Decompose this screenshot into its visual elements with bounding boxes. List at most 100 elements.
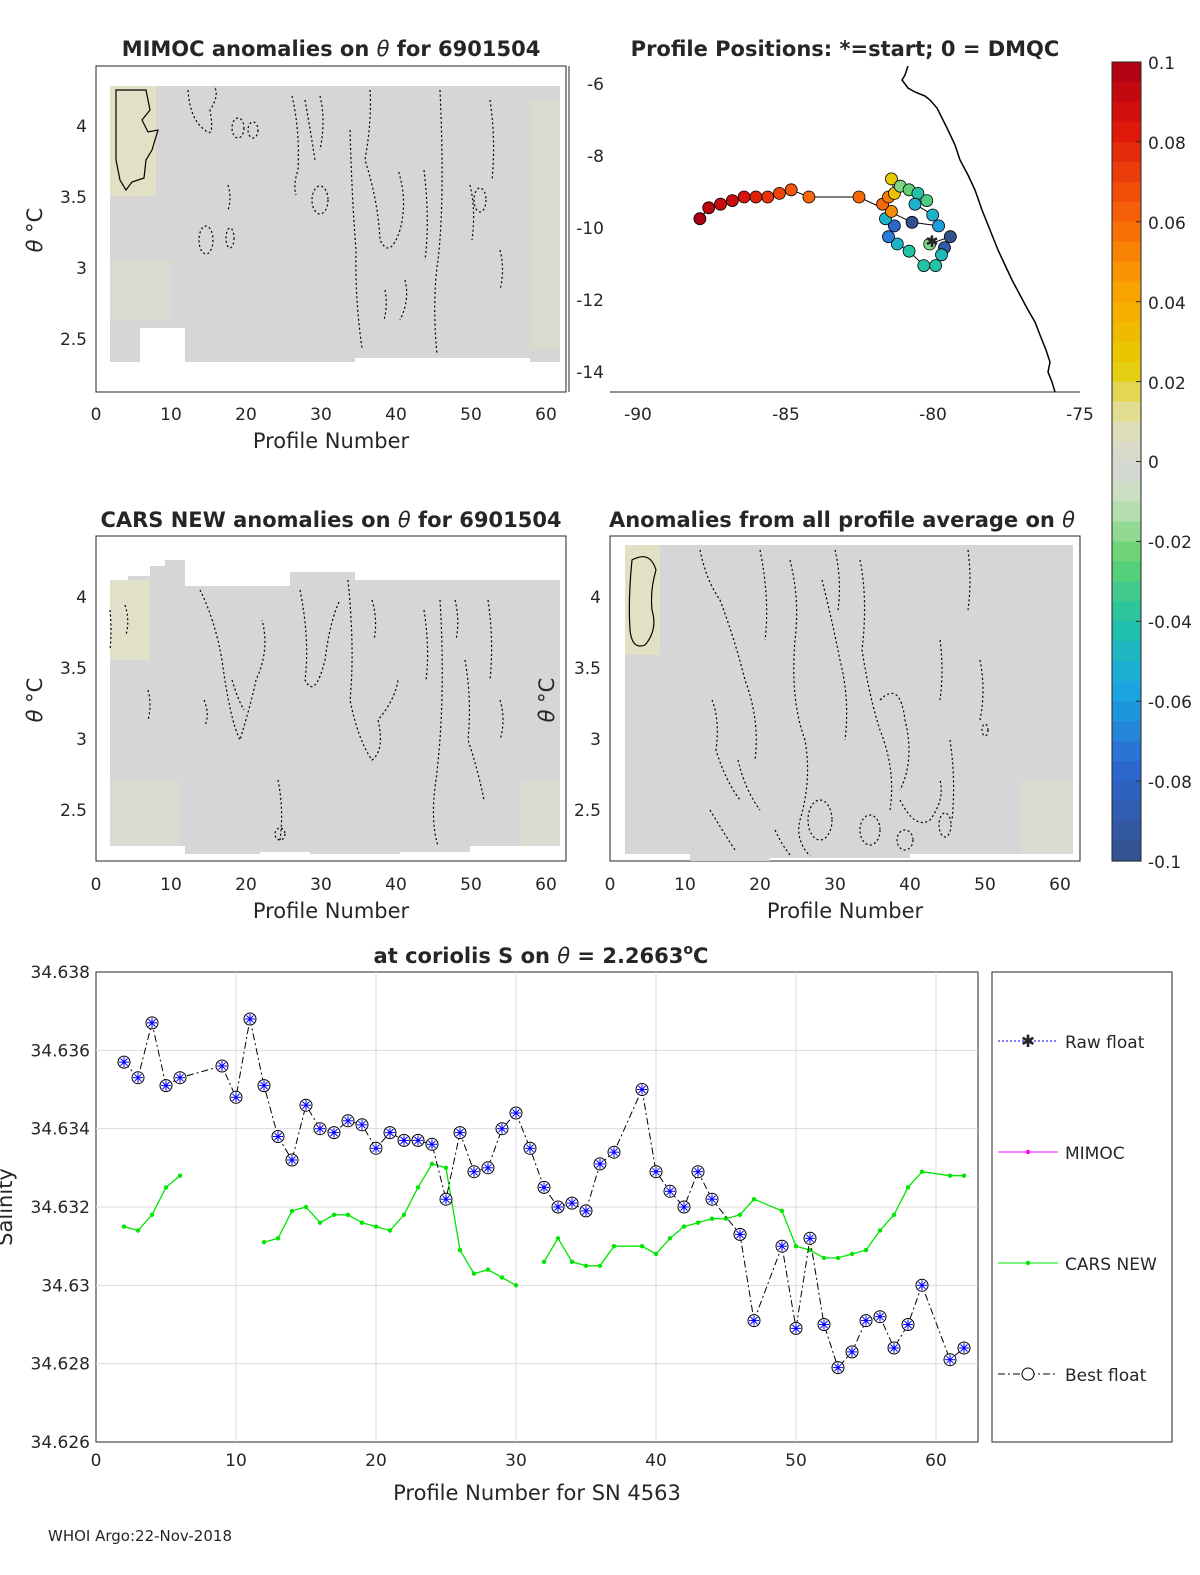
mimoc-ylabel: θ °C <box>23 208 47 253</box>
best-float-point <box>117 1055 131 1069</box>
cars-new-point <box>947 1173 953 1178</box>
mimoc-xtick: 20 <box>235 405 257 425</box>
cars-new-point <box>723 1216 729 1221</box>
colorbar-band <box>1112 761 1141 782</box>
profile-position-point <box>888 219 901 233</box>
salinity-ytick: 34.628 <box>31 1355 90 1375</box>
profile-position-point <box>885 172 898 186</box>
cars-new-point <box>331 1212 337 1218</box>
mimoc-xtick: 30 <box>310 405 332 425</box>
colorbar-band <box>1112 801 1141 822</box>
profile-position-point <box>926 208 940 222</box>
cars-new-point <box>961 1173 967 1178</box>
positions-axes: -6 -8 -10 -12 -14 -90 -85 -80 -75 <box>568 66 1094 425</box>
cars-new-point <box>835 1255 841 1261</box>
colorbar-band <box>1112 561 1141 582</box>
cars-new-point <box>443 1165 449 1171</box>
mimoc-xlabel: Profile Number <box>253 429 410 453</box>
cars-new-point <box>513 1283 519 1288</box>
cars-new-point <box>877 1228 883 1233</box>
salinity-ytick: 34.634 <box>31 1120 90 1140</box>
profile-position-point <box>923 237 937 251</box>
allavg-ytick: 3.5 <box>574 659 601 679</box>
profile-position-point <box>943 230 957 244</box>
salinity-xtick: 10 <box>225 1451 247 1471</box>
best-float-point <box>453 1126 467 1140</box>
best-float-point <box>285 1153 299 1167</box>
salinity-xticks: 0 10 20 30 40 50 60 <box>91 1451 947 1471</box>
allavg-field <box>625 545 1073 861</box>
cars-new-point <box>667 1236 673 1241</box>
circle-marker-icon <box>1021 1367 1035 1381</box>
best-float-point <box>635 1083 649 1096</box>
cars-xtick: 10 <box>160 875 182 895</box>
colorbar-band <box>1112 221 1141 243</box>
colorbar-label: -0.08 <box>1148 773 1192 793</box>
mimoc-ytick: 3 <box>76 259 87 279</box>
profile-position-point <box>929 259 942 273</box>
salinity-yticks: 34.626 34.628 34.63 34.632 34.634 34.636 34.63… <box>31 963 90 1453</box>
cars-new-point <box>289 1208 295 1214</box>
best-float-point <box>887 1341 901 1355</box>
cars-new-point <box>793 1244 799 1249</box>
best-float-point <box>789 1321 803 1335</box>
cars-new-point <box>737 1212 743 1218</box>
salinity-ytick: 34.626 <box>31 1433 90 1453</box>
legend-label: Raw float <box>1065 1033 1145 1053</box>
mimoc-title: MIMOC anomalies on θ for 6901504 <box>122 37 541 61</box>
legend-label: Best float <box>1065 1366 1147 1386</box>
dot-marker-icon <box>1025 1149 1031 1155</box>
salinity-panel: at coriolis S on θ = 2.2663oC 0 10 20 30 40 5… <box>0 942 979 1505</box>
cars-ytick: 4 <box>76 588 87 608</box>
colorbar-band <box>1112 121 1141 143</box>
allavg-yaxis: 2.5 3 3.5 4 θ °C <box>535 588 601 821</box>
cars-new-point <box>275 1236 281 1241</box>
colorbar-label: 0.06 <box>1148 214 1186 234</box>
colorbar-band <box>1112 741 1141 762</box>
legend-box <box>991 971 1173 1443</box>
legend-best-float: Best float <box>998 1366 1147 1386</box>
cars-new-point <box>695 1220 701 1225</box>
best-float-point <box>131 1071 145 1085</box>
colorbar-band <box>1112 681 1141 702</box>
mimoc-ytick: 2.5 <box>60 330 87 350</box>
best-float-point <box>411 1133 425 1147</box>
best-float-point <box>439 1192 453 1206</box>
profile-position-point <box>749 190 763 204</box>
best-float-point <box>425 1137 439 1151</box>
colorbar-band <box>1112 441 1141 463</box>
allavg-ylabel: θ °C <box>535 678 559 723</box>
cars-new-point <box>611 1244 617 1249</box>
mimoc-xtick: 60 <box>535 405 557 425</box>
colorbar-band <box>1112 261 1141 283</box>
best-float-point <box>845 1345 859 1359</box>
colorbar-label: 0.04 <box>1148 294 1186 314</box>
allavg-xtick: 10 <box>674 875 696 895</box>
profile-position-point <box>905 215 919 229</box>
salinity-xtick: 20 <box>365 1451 387 1471</box>
profile-position-point <box>784 183 798 197</box>
colorbar-label: 0.02 <box>1148 374 1186 394</box>
best-float-point <box>271 1130 285 1143</box>
colorbar-band <box>1112 661 1141 682</box>
colorbar-label: -0.06 <box>1148 693 1192 713</box>
best-float-point <box>649 1165 663 1179</box>
mimoc-xtick: 10 <box>160 405 182 425</box>
allavg-title: Anomalies from all profile average on θ <box>609 508 1075 532</box>
salinity-xtick: 50 <box>785 1451 807 1471</box>
positions-ytick: -12 <box>576 291 604 311</box>
profile-position-point <box>693 212 707 226</box>
mimoc-xtick: 50 <box>460 405 482 425</box>
colorbar-band <box>1112 521 1141 542</box>
colorbar-band <box>1112 301 1141 323</box>
cars-new-point <box>457 1247 463 1253</box>
allavg-xtick: 0 <box>605 875 616 895</box>
positions-title: Profile Positions: *=start; 0 = DMQC <box>631 37 1060 61</box>
positions-ytick: -10 <box>576 219 604 239</box>
allavg-panel: Anomalies from all profile average on θ <box>535 508 1081 923</box>
positions-ytick: -8 <box>587 147 604 167</box>
cars-new-point <box>177 1173 183 1178</box>
cars-new-point <box>485 1267 491 1272</box>
best-float-point <box>467 1165 481 1179</box>
best-float-point <box>859 1314 873 1328</box>
